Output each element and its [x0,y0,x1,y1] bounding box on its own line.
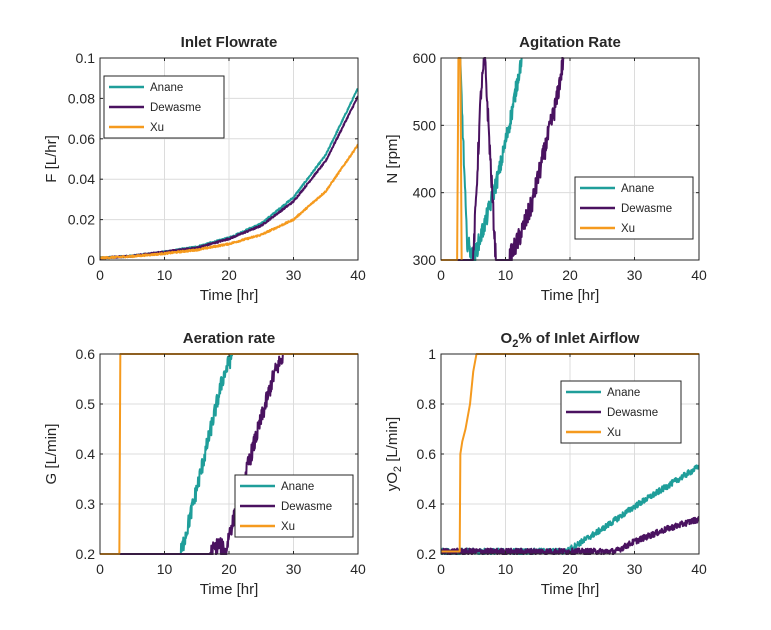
y-tick-label: 0.02 [68,212,95,228]
chart-panel-3: 0 10 20 30 40 0.2 0.4 0.6 0.8 1 O2% of Inlet Airfl… [384,330,707,598]
legend: Anane Dewasme Xu [103,75,225,139]
chart-title: O2% of Inlet Airflow [501,330,640,350]
x-tick-label: 0 [96,267,104,283]
x-tick-label: 0 [437,267,445,283]
chart-panel-1: 0 10 20 30 40 300 400 500 600 Agitation Rate Time … [384,34,707,304]
chart-title: Aeration rate [183,330,276,347]
y-tick-label: 0.06 [68,131,95,147]
legend-label-dewasme: Dewasme [281,501,332,513]
x-tick-label: 20 [221,267,237,283]
chart-panel-0: 0 10 20 30 40 0 0.02 0.04 0.06 0.08 0.1 Inlet Flowr… [43,34,366,304]
y-tick-label: 400 [413,185,437,201]
legend-label-anane: Anane [150,82,183,94]
legend-label-xu: Xu [150,122,164,134]
x-tick-label: 30 [286,267,302,283]
legend-label-xu: Xu [607,427,621,439]
legend-label-dewasme: Dewasme [150,102,201,114]
x-tick-label: 10 [498,561,514,577]
y-tick-label: 0 [87,252,95,268]
legend: Anane Dewasme Xu [560,380,682,444]
x-tick-label: 10 [498,267,514,283]
chart-title: Inlet Flowrate [181,34,278,51]
x-axis-label: Time [hr] [541,287,600,304]
y-tick-label: 0.4 [76,446,96,462]
x-tick-label: 40 [691,561,707,577]
legend: Anane Dewasme Xu [574,176,694,240]
x-tick-label: 0 [437,561,445,577]
y-tick-label: 0.8 [417,396,437,412]
x-tick-label: 40 [350,561,366,577]
legend-label-dewasme: Dewasme [621,203,672,215]
legend-label-anane: Anane [621,183,654,195]
y-tick-label: 500 [413,117,437,133]
y-tick-label: 0.6 [417,446,437,462]
x-tick-label: 40 [350,267,366,283]
x-tick-label: 20 [562,561,578,577]
x-tick-label: 30 [286,561,302,577]
y-tick-label: 0.08 [68,90,95,106]
legend-label-dewasme: Dewasme [607,407,658,419]
y-axis-label: N [rpm] [384,134,401,183]
legend-label-anane: Anane [607,387,640,399]
series-line-xu [441,353,699,553]
y-axis-label: yO2 [L/min] [384,417,404,491]
y-tick-label: 1 [428,346,436,362]
y-axis-label: G [L/min] [43,424,60,485]
legend-label-xu: Xu [281,521,295,533]
legend-label-anane: Anane [281,481,314,493]
series-line-xu [100,143,358,260]
x-tick-label: 20 [562,267,578,283]
y-tick-label: 0.2 [76,546,96,562]
y-tick-label: 300 [413,252,437,268]
y-tick-label: 0.6 [76,346,96,362]
x-axis-label: Time [hr] [200,581,259,598]
y-axis-label: F [L/hr] [43,135,60,183]
x-tick-label: 10 [157,561,173,577]
x-tick-label: 10 [157,267,173,283]
legend-label-xu: Xu [621,223,635,235]
x-axis-label: Time [hr] [541,581,600,598]
y-tick-label: 0.04 [68,171,95,187]
chart-title: Agitation Rate [519,34,621,51]
y-tick-label: 0.1 [76,50,96,66]
y-tick-label: 600 [413,50,437,66]
x-tick-label: 20 [221,561,237,577]
x-tick-label: 30 [627,561,643,577]
x-tick-label: 0 [96,561,104,577]
y-tick-label: 0.4 [417,496,437,512]
x-tick-label: 40 [691,267,707,283]
chart-panel-2: 0 10 20 30 40 0.2 0.3 0.4 0.5 0.6 Aeration rate Tim… [43,330,366,598]
x-tick-label: 30 [627,267,643,283]
y-tick-label: 0.3 [76,496,96,512]
series-line-anane [458,57,523,261]
y-tick-label: 0.2 [417,546,437,562]
y-tick-label: 0.5 [76,396,96,412]
legend: Anane Dewasme Xu [234,474,354,538]
x-axis-label: Time [hr] [200,287,259,304]
